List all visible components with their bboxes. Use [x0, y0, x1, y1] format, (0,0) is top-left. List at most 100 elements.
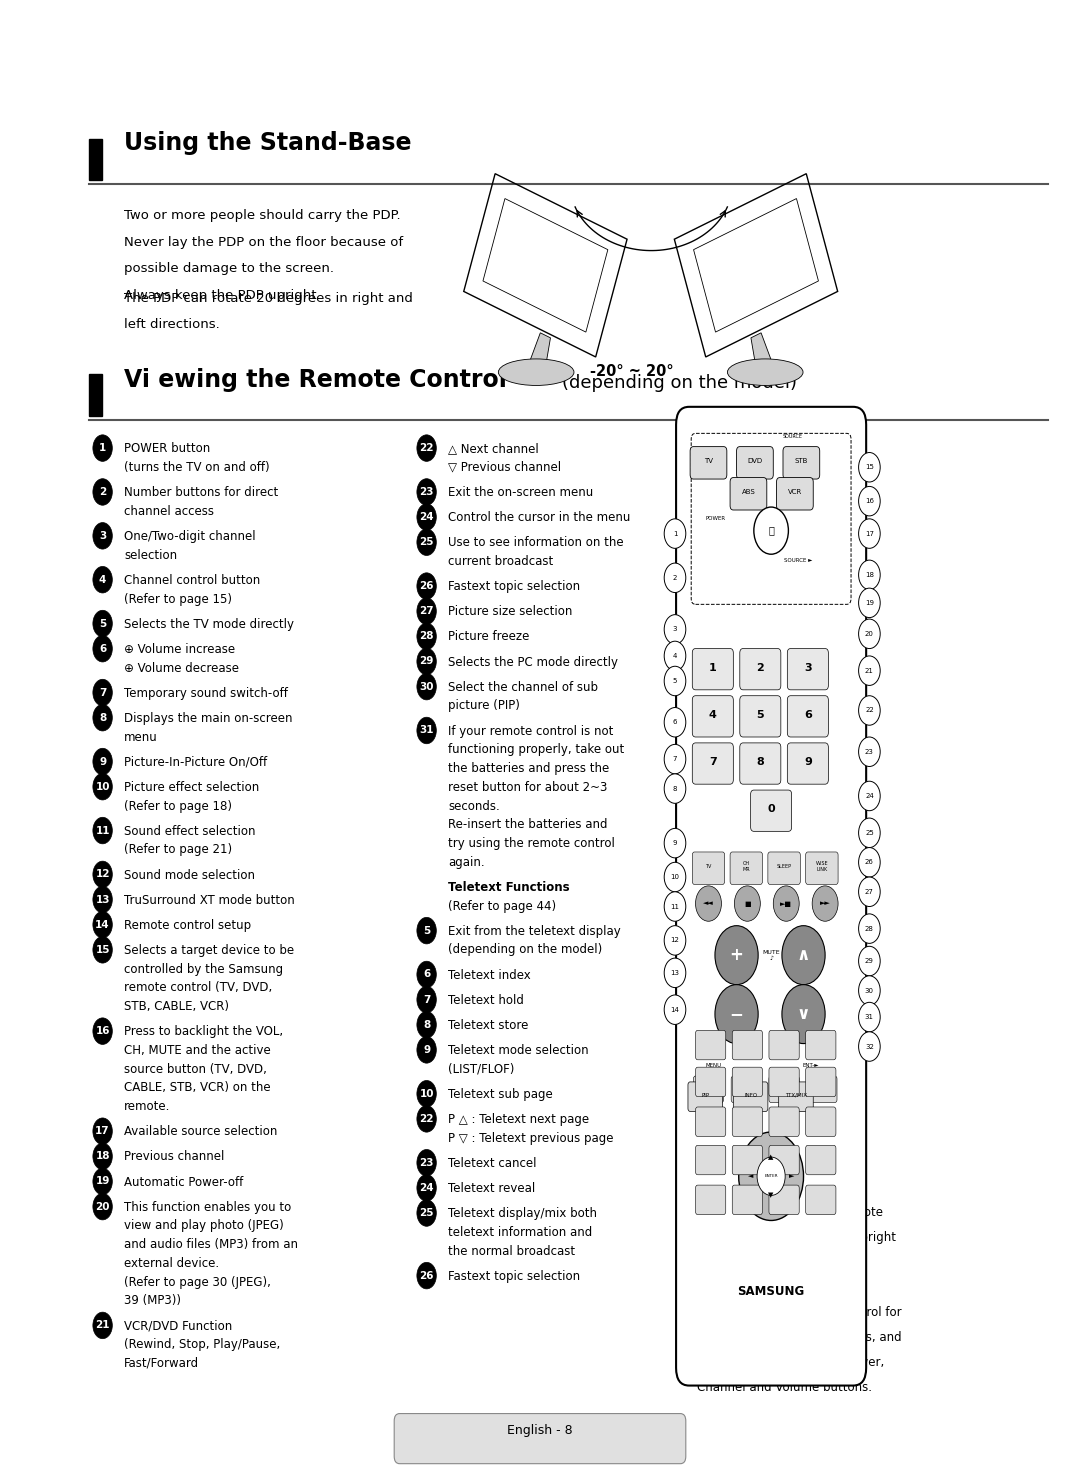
Circle shape [93, 861, 112, 887]
FancyBboxPatch shape [688, 1082, 723, 1111]
FancyBboxPatch shape [787, 649, 828, 690]
FancyBboxPatch shape [783, 447, 820, 479]
Text: Select the channel of sub: Select the channel of sub [448, 681, 598, 694]
Text: 31: 31 [419, 725, 434, 736]
Text: ENTER: ENTER [765, 1175, 778, 1178]
FancyBboxPatch shape [692, 743, 733, 784]
Text: 27: 27 [865, 889, 874, 895]
Text: PIP: PIP [701, 1092, 710, 1098]
Text: P ▽ : Teletext previous page: P ▽ : Teletext previous page [448, 1132, 613, 1145]
FancyBboxPatch shape [696, 1107, 726, 1136]
Text: Teletext hold: Teletext hold [448, 993, 524, 1007]
FancyBboxPatch shape [740, 743, 781, 784]
Text: 17: 17 [865, 531, 874, 537]
Circle shape [417, 1106, 436, 1132]
Text: left directions.: left directions. [124, 318, 220, 332]
Circle shape [93, 523, 112, 550]
Circle shape [859, 818, 880, 848]
Circle shape [782, 926, 825, 985]
Circle shape [417, 649, 436, 675]
Text: Two or more people should carry the PDP.: Two or more people should carry the PDP. [124, 209, 401, 223]
Text: 2: 2 [99, 486, 106, 497]
Circle shape [664, 615, 686, 644]
Text: 28: 28 [419, 631, 434, 641]
Text: and audio files (MP3) from an: and audio files (MP3) from an [124, 1238, 298, 1251]
FancyBboxPatch shape [690, 447, 727, 479]
Text: 20: 20 [95, 1201, 110, 1212]
Circle shape [664, 744, 686, 774]
Text: Available source selection: Available source selection [124, 1125, 278, 1138]
FancyBboxPatch shape [732, 1145, 762, 1175]
FancyBboxPatch shape [696, 1030, 726, 1060]
Text: 3: 3 [673, 626, 677, 632]
Text: 9: 9 [673, 840, 677, 846]
Text: control may be affected by bright: control may be affected by bright [697, 1231, 895, 1244]
Circle shape [859, 588, 880, 618]
Text: 7: 7 [673, 756, 677, 762]
Text: 2: 2 [756, 663, 765, 672]
FancyBboxPatch shape [777, 478, 813, 510]
Circle shape [417, 1011, 436, 1038]
Text: 13: 13 [671, 970, 679, 976]
Text: the visually impaired persons, and: the visually impaired persons, and [697, 1331, 901, 1344]
Text: 3: 3 [804, 663, 812, 672]
Circle shape [93, 635, 112, 662]
Text: 32: 32 [865, 1044, 874, 1049]
Text: +: + [730, 946, 743, 964]
Text: 7: 7 [99, 687, 106, 697]
Text: POWER button: POWER button [124, 442, 211, 455]
Text: ▲: ▲ [769, 1154, 773, 1160]
Circle shape [417, 573, 436, 600]
Text: Sound effect selection: Sound effect selection [124, 824, 256, 837]
Text: 10: 10 [95, 781, 110, 792]
Text: If your remote control is not: If your remote control is not [448, 725, 613, 737]
Circle shape [664, 926, 686, 955]
Text: external device.: external device. [124, 1257, 219, 1271]
Text: 3: 3 [99, 531, 106, 541]
Text: 16: 16 [95, 1026, 110, 1036]
Text: 27: 27 [419, 606, 434, 616]
Text: CABLE, STB, VCR) on the: CABLE, STB, VCR) on the [124, 1082, 271, 1095]
Text: MUTE
♪: MUTE ♪ [762, 949, 780, 961]
Text: 4: 4 [99, 575, 106, 585]
Text: Vi ewing the Remote Control: Vi ewing the Remote Control [124, 368, 508, 392]
Text: 22: 22 [419, 444, 434, 453]
Circle shape [859, 486, 880, 516]
Circle shape [664, 641, 686, 671]
FancyBboxPatch shape [806, 1030, 836, 1060]
Text: 14: 14 [95, 920, 110, 930]
Text: Teletext index: Teletext index [448, 968, 531, 982]
FancyBboxPatch shape [769, 1067, 799, 1097]
Text: 31: 31 [865, 1014, 874, 1020]
Text: 18: 18 [865, 572, 874, 578]
FancyBboxPatch shape [732, 1107, 762, 1136]
Text: 28: 28 [865, 926, 874, 932]
Text: (Refer to page 30 (JPEG),: (Refer to page 30 (JPEG), [124, 1275, 271, 1288]
Text: view and play photo (JPEG): view and play photo (JPEG) [124, 1219, 284, 1232]
Text: Exit the on-screen menu: Exit the on-screen menu [448, 486, 593, 500]
Circle shape [859, 781, 880, 811]
Text: TruSurround XT mode button: TruSurround XT mode button [124, 893, 295, 907]
Text: ENT-►: ENT-► [802, 1063, 819, 1069]
Text: (depending on the model): (depending on the model) [448, 943, 603, 957]
Text: DVD: DVD [747, 458, 762, 464]
Text: 29: 29 [419, 656, 434, 666]
Circle shape [773, 886, 799, 921]
Circle shape [417, 435, 436, 461]
Text: 12: 12 [671, 937, 679, 943]
Text: Channel control button: Channel control button [124, 573, 260, 587]
Text: POWER: POWER [705, 516, 726, 522]
Text: Press to backlight the VOL,: Press to backlight the VOL, [124, 1026, 283, 1038]
Text: 6: 6 [423, 970, 430, 980]
Bar [89, 374, 102, 416]
Text: △ Next channel: △ Next channel [448, 442, 539, 455]
Text: 19: 19 [95, 1176, 110, 1187]
Text: Previous channel: Previous channel [124, 1151, 225, 1163]
FancyBboxPatch shape [394, 1414, 686, 1464]
Text: CH, MUTE and the active: CH, MUTE and the active [124, 1044, 271, 1057]
Circle shape [859, 696, 880, 725]
FancyBboxPatch shape [806, 1145, 836, 1175]
Text: The performance of the remote: The performance of the remote [697, 1206, 882, 1219]
Text: Sound mode selection: Sound mode selection [124, 868, 255, 881]
Text: ►■: ►■ [780, 901, 793, 907]
